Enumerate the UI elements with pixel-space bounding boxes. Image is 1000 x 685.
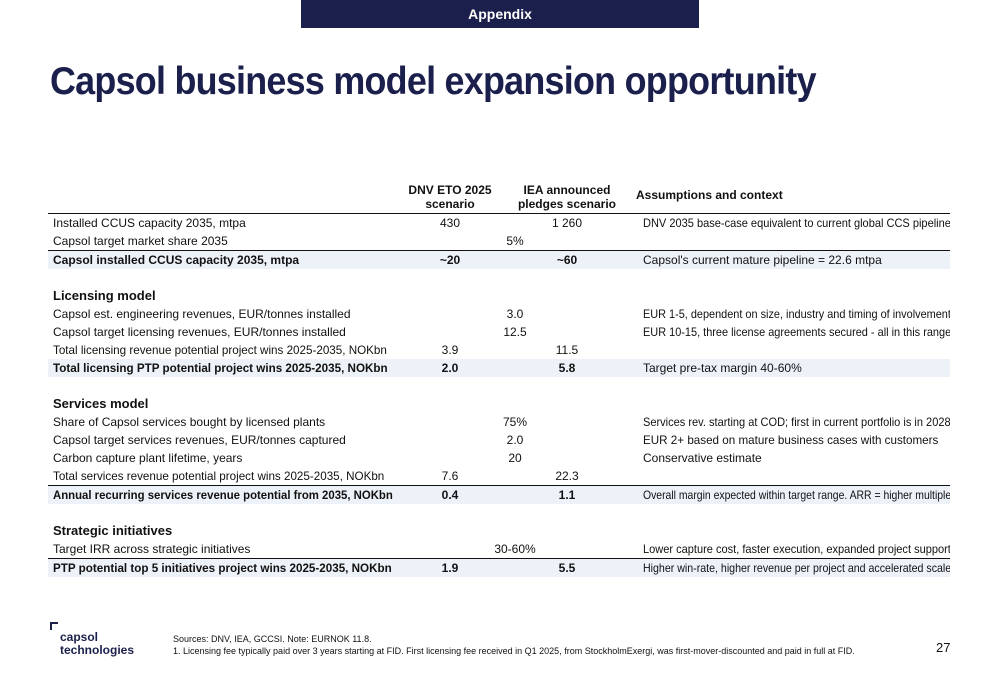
row-iea-value: 22.3 xyxy=(555,468,579,483)
table-row: PTP potential top 5 initiatives project … xyxy=(48,557,950,577)
section-heading-label: Licensing model xyxy=(53,287,156,303)
row-shared-value: 12.5 xyxy=(503,324,527,339)
row-dnv-value: 1.9 xyxy=(398,557,502,577)
row-shared-value: 2.0 xyxy=(506,432,524,447)
row-context: EUR 1-5, dependent on size, industry and… xyxy=(643,306,950,321)
row-dnv-value: 0.4 xyxy=(398,484,502,504)
row-context: Higher win-rate, higher revenue per proj… xyxy=(632,557,950,577)
expansion-table-container: DNV ETO 2025 scenario IEA announced pledge… xyxy=(48,180,950,577)
row-label: Target IRR across strategic initiatives xyxy=(53,541,251,556)
table-row: Carbon capture plant lifetime, years 20 Co… xyxy=(48,449,950,467)
row-context: EUR 10-15, three license agreements secu… xyxy=(643,324,950,339)
row-iea-value: ~60 xyxy=(502,249,632,269)
row-context xyxy=(632,467,950,486)
section-heading: Licensing model xyxy=(48,287,950,305)
table-row: Annual recurring services revenue potent… xyxy=(48,484,950,504)
row-label: Installed CCUS capacity 2035, mtpa xyxy=(53,215,246,230)
row-shared-value: 5% xyxy=(506,233,524,248)
table-row: Capsol target market share 2035 5% xyxy=(48,232,950,251)
row-shared-value: 75% xyxy=(502,414,528,429)
row-iea-value: 5.5 xyxy=(502,557,632,577)
row-context xyxy=(632,232,950,251)
table-row: Capsol target services revenues, EUR/ton… xyxy=(48,431,950,449)
row-context: Conservative estimate xyxy=(643,450,762,465)
row-label: Capsol target services revenues, EUR/ton… xyxy=(53,432,346,447)
row-label: Capsol est. engineering revenues, EUR/to… xyxy=(53,306,351,321)
expansion-table: DNV ETO 2025 scenario IEA announced pledge… xyxy=(48,180,950,577)
table-row: Target IRR across strategic initiatives 3… xyxy=(48,540,950,559)
section-heading: Services model xyxy=(48,395,950,413)
row-context: EUR 2+ based on mature business cases wi… xyxy=(643,432,939,447)
row-dnv-value: 3.9 xyxy=(441,342,459,357)
row-context: DNV 2035 base-case equivalent to current… xyxy=(643,215,950,230)
row-label: Total licensing PTP potential project wi… xyxy=(48,358,398,377)
section-tag: Appendix xyxy=(301,0,699,28)
row-label: Carbon capture plant lifetime, years xyxy=(53,450,243,465)
row-context: Services rev. starting at COD; first in … xyxy=(643,414,950,429)
row-context: Lower capture cost, faster execution, ex… xyxy=(643,541,950,556)
row-iea-value: 1.1 xyxy=(502,484,632,504)
row-shared-value: 3.0 xyxy=(506,306,524,321)
row-shared-value: 30-60% xyxy=(494,541,536,556)
section-heading-label: Services model xyxy=(53,395,149,411)
table-row: Share of Capsol services bought by licen… xyxy=(48,413,950,431)
row-iea-value: 1 260 xyxy=(551,215,583,230)
footnotes: Sources: DNV, IEA, GCCSI. Note: EURNOK 1… xyxy=(173,633,855,657)
page-number: 27 xyxy=(936,640,951,655)
table-row: Total licensing revenue potential projec… xyxy=(48,341,950,359)
section-heading: Strategic initiatives xyxy=(48,522,950,540)
row-dnv-value: 7.6 xyxy=(441,468,459,483)
row-iea-value: 5.8 xyxy=(502,358,632,377)
table-header-row: DNV ETO 2025 scenario IEA announced pledge… xyxy=(48,180,950,214)
row-context: Overall margin expected within target ra… xyxy=(632,484,950,504)
table-row: Capsol est. engineering revenues, EUR/to… xyxy=(48,305,950,323)
table-row: Installed CCUS capacity 2035, mtpa 430 1 2… xyxy=(48,213,950,232)
row-context: Capsol's current mature pipeline = 22.6 … xyxy=(632,249,950,269)
row-label: Capsol target licensing revenues, EUR/to… xyxy=(53,324,346,339)
row-dnv-value: ~20 xyxy=(398,249,502,269)
section-heading-label: Strategic initiatives xyxy=(53,522,173,538)
sources-line: Sources: DNV, IEA, GCCSI. Note: EURNOK 1… xyxy=(173,634,372,644)
header-context: Assumptions and context xyxy=(632,180,950,214)
row-shared-value: 20 xyxy=(508,450,522,465)
table-body: Installed CCUS capacity 2035, mtpa 430 1 2… xyxy=(48,213,950,577)
row-dnv-value: 430 xyxy=(439,215,461,230)
row-label: Capsol target market share 2035 xyxy=(53,233,228,248)
table-row: Total services revenue potential project… xyxy=(48,467,950,486)
page-title: Capsol business model expansion opportun… xyxy=(50,60,817,103)
row-context xyxy=(632,341,950,359)
row-iea-value: 11.5 xyxy=(555,342,579,357)
header-iea: IEA announced pledges scenario xyxy=(502,180,632,214)
table-row: Total licensing PTP potential project wi… xyxy=(48,358,950,377)
table-row: Capsol target licensing revenues, EUR/to… xyxy=(48,323,950,341)
logo-text: capsol technologies xyxy=(60,630,135,657)
header-label xyxy=(48,180,398,214)
row-label: Annual recurring services revenue potent… xyxy=(48,484,398,504)
row-label: Total licensing revenue potential projec… xyxy=(53,342,387,357)
row-label: Total services revenue potential project… xyxy=(53,468,385,483)
row-dnv-value: 2.0 xyxy=(398,358,502,377)
row-context: Target pre-tax margin 40-60% xyxy=(632,358,950,377)
row-label: Capsol installed CCUS capacity 2035, mtp… xyxy=(48,249,398,269)
row-label: Share of Capsol services bought by licen… xyxy=(53,414,326,429)
header-dnv: DNV ETO 2025 scenario xyxy=(398,180,502,214)
row-label: PTP potential top 5 initiatives project … xyxy=(48,557,398,577)
company-logo: capsol technologies xyxy=(50,622,150,662)
table-row: Capsol installed CCUS capacity 2035, mtp… xyxy=(48,249,950,269)
footnote-1: 1. Licensing fee typically paid over 3 y… xyxy=(173,646,855,656)
logo-corner-mark xyxy=(50,622,58,630)
